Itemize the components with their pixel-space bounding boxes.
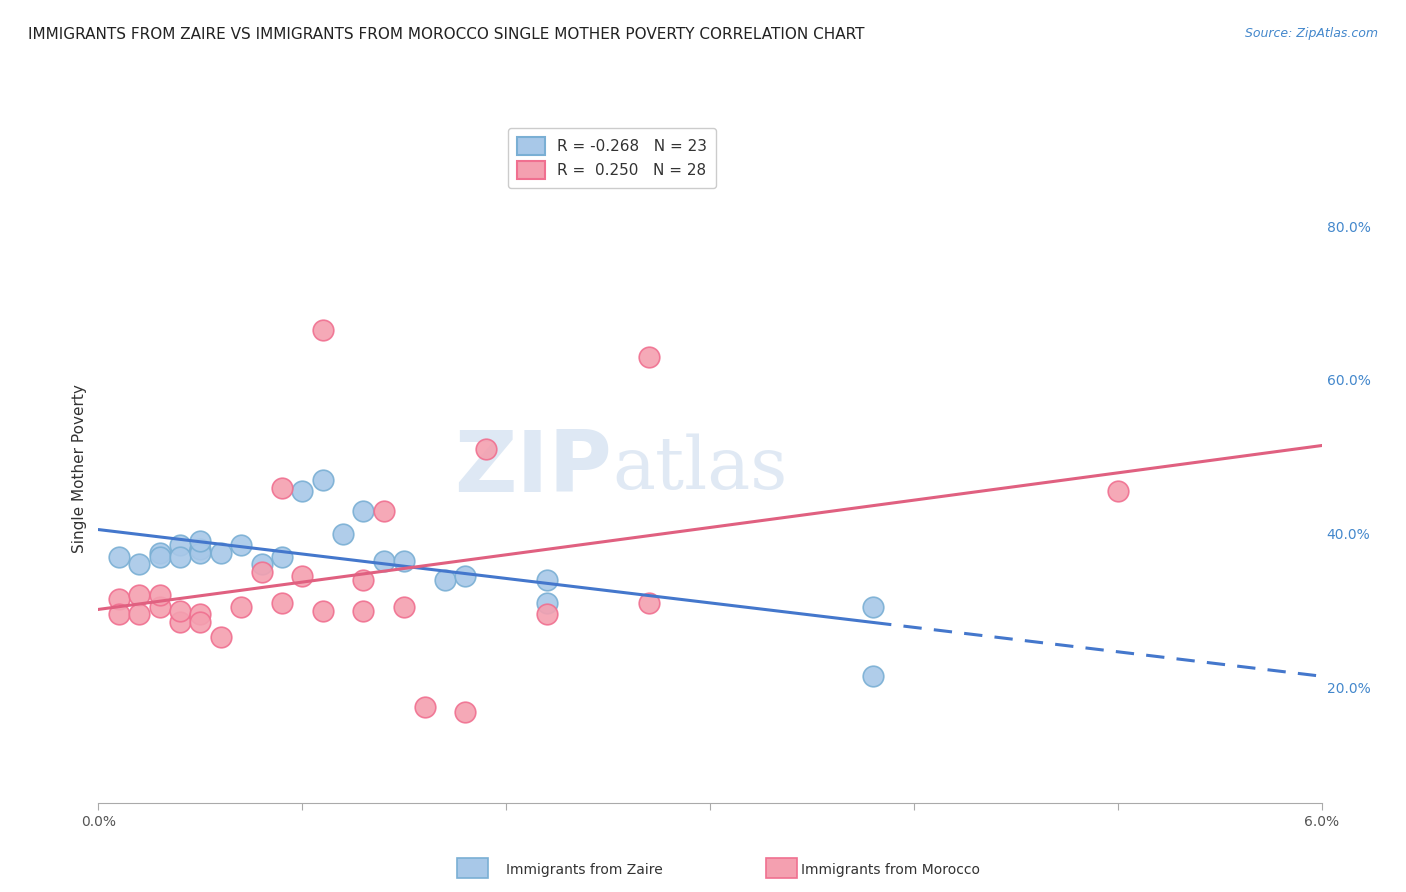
Point	[433, 573, 456, 587]
Point	[862, 599, 884, 614]
Point	[149, 549, 172, 564]
Bar	[457, 858, 488, 878]
Point	[536, 607, 558, 622]
Point	[474, 442, 498, 456]
Point	[454, 569, 477, 583]
Point	[637, 350, 661, 364]
Text: Immigrants from Zaire: Immigrants from Zaire	[506, 863, 662, 877]
Point	[536, 596, 558, 610]
Point	[169, 603, 191, 617]
Bar	[766, 858, 797, 878]
Y-axis label: Single Mother Poverty: Single Mother Poverty	[72, 384, 87, 553]
Point	[311, 323, 335, 337]
Point	[188, 534, 212, 549]
Point	[188, 607, 212, 622]
Point	[862, 669, 884, 683]
Point	[352, 573, 374, 587]
Point	[128, 588, 150, 602]
Text: IMMIGRANTS FROM ZAIRE VS IMMIGRANTS FROM MOROCCO SINGLE MOTHER POVERTY CORRELATI: IMMIGRANTS FROM ZAIRE VS IMMIGRANTS FROM…	[28, 27, 865, 42]
Point	[454, 705, 477, 719]
Point	[270, 481, 292, 495]
Point	[413, 699, 436, 714]
Point	[188, 546, 212, 560]
Point	[209, 546, 232, 560]
Text: Source: ZipAtlas.com: Source: ZipAtlas.com	[1244, 27, 1378, 40]
Text: Immigrants from Morocco: Immigrants from Morocco	[801, 863, 980, 877]
Point	[311, 473, 335, 487]
Point	[108, 592, 131, 607]
Point	[209, 631, 232, 645]
Point	[637, 596, 661, 610]
Point	[250, 558, 273, 572]
Point	[128, 607, 150, 622]
Point	[392, 599, 416, 614]
Point	[188, 615, 212, 629]
Point	[169, 615, 191, 629]
Point	[231, 599, 253, 614]
Point	[1107, 484, 1129, 499]
Point	[373, 503, 395, 517]
Point	[169, 538, 191, 552]
Point	[149, 546, 172, 560]
Point	[291, 484, 314, 499]
Point	[169, 549, 191, 564]
Point	[128, 558, 150, 572]
Point	[311, 603, 335, 617]
Legend: R = -0.268   N = 23, R =  0.250   N = 28: R = -0.268 N = 23, R = 0.250 N = 28	[508, 128, 716, 188]
Text: atlas: atlas	[612, 433, 787, 504]
Point	[188, 542, 212, 557]
Point	[250, 565, 273, 579]
Point	[270, 549, 292, 564]
Point	[352, 503, 374, 517]
Point	[392, 553, 416, 567]
Point	[332, 526, 354, 541]
Point	[291, 569, 314, 583]
Point	[536, 573, 558, 587]
Point	[108, 549, 131, 564]
Point	[352, 603, 374, 617]
Point	[149, 599, 172, 614]
Point	[270, 596, 292, 610]
Point	[108, 607, 131, 622]
Text: ZIP: ZIP	[454, 426, 612, 510]
Point	[231, 538, 253, 552]
Point	[373, 553, 395, 567]
Point	[149, 588, 172, 602]
